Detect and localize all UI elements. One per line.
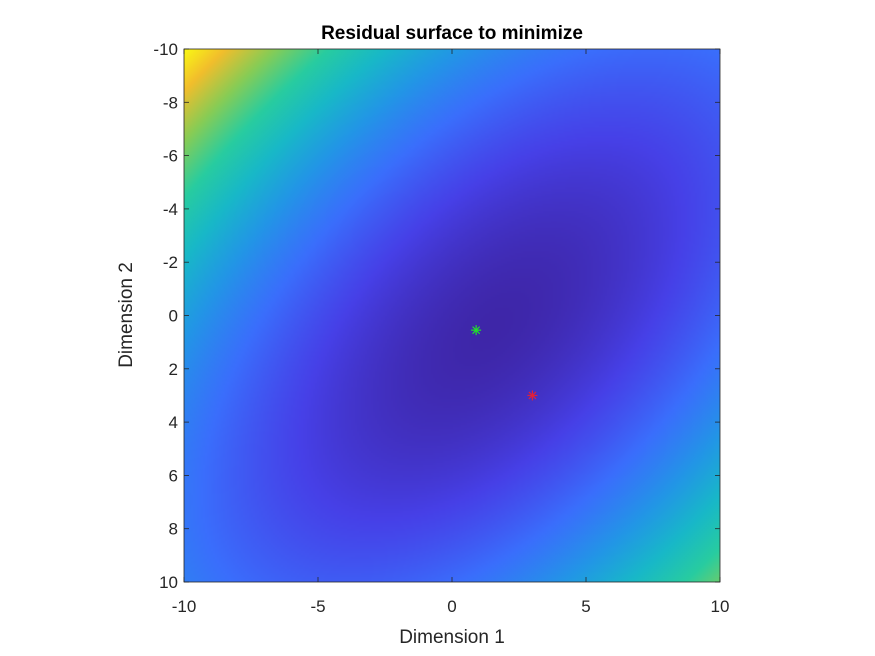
y-tick-label: -4 xyxy=(163,200,178,219)
y-tick-label: -2 xyxy=(163,253,178,272)
x-tick-label: -10 xyxy=(172,597,197,616)
x-tick-label: 10 xyxy=(711,597,730,616)
y-tick-label: 8 xyxy=(169,520,178,539)
y-tick-label: 2 xyxy=(169,360,178,379)
plot-area xyxy=(184,49,720,582)
y-axis-label: Dimension 2 xyxy=(116,262,137,368)
x-axis-label: Dimension 1 xyxy=(399,627,505,648)
y-tick-label: -8 xyxy=(163,93,178,112)
x-axis: -10 -5 0 5 10 xyxy=(172,49,730,616)
chart-title: Residual surface to minimize xyxy=(321,23,583,44)
y-tick-label: 6 xyxy=(169,466,178,485)
y-tick-label: 10 xyxy=(159,573,178,592)
y-tick-label: -6 xyxy=(163,147,178,166)
markers xyxy=(471,325,538,401)
y-tick-label: 0 xyxy=(169,307,178,326)
marker-2 xyxy=(527,390,538,401)
x-tick-label: -5 xyxy=(310,597,325,616)
x-tick-label: 0 xyxy=(447,597,456,616)
y-axis: -10 -8 -6 -4 -2 0 2 4 6 8 10 xyxy=(153,40,720,592)
y-tick-label: 4 xyxy=(169,413,178,432)
marker-1 xyxy=(471,325,482,336)
x-tick-label: 5 xyxy=(581,597,590,616)
heatmap-surface xyxy=(184,49,720,582)
y-tick-label: -10 xyxy=(153,40,178,59)
